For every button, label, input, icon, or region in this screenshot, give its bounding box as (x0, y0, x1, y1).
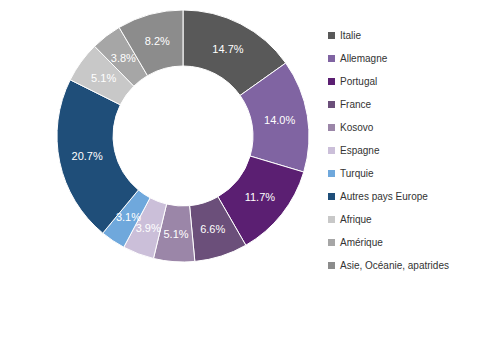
svg-text:5.1%: 5.1% (163, 228, 188, 240)
svg-text:5.1%: 5.1% (91, 72, 116, 84)
svg-text:20.7%: 20.7% (72, 150, 103, 162)
svg-text:8.2%: 8.2% (145, 35, 170, 47)
html-text:Allemagne: Allemagne (340, 53, 388, 64)
html-text:France: France (340, 99, 372, 110)
html-text:Afrique: Afrique (340, 214, 372, 225)
html-text:Turquie: Turquie (340, 168, 374, 179)
svg-text:11.7%: 11.7% (245, 191, 276, 203)
html-text:Portugal: Portugal (340, 76, 378, 87)
html-text:Amérique: Amérique (340, 237, 383, 248)
svg-text:14.7%: 14.7% (212, 43, 243, 55)
svg-text:14.0%: 14.0% (264, 114, 295, 126)
html-text:Asie, Océanie, apatrides: Asie, Océanie, apatrides (340, 260, 449, 271)
html-text:Italie: Italie (340, 30, 362, 41)
svg-text:6.6%: 6.6% (200, 223, 225, 235)
html-text:Kosovo: Kosovo (340, 122, 374, 133)
svg-text:3.9%: 3.9% (135, 221, 161, 234)
html-text:Autres pays Europe: Autres pays Europe (340, 191, 428, 202)
svg-text:3.1%: 3.1% (116, 211, 141, 223)
html-text:Espagne: Espagne (340, 145, 380, 156)
svg-text:3.8%: 3.8% (111, 52, 136, 64)
